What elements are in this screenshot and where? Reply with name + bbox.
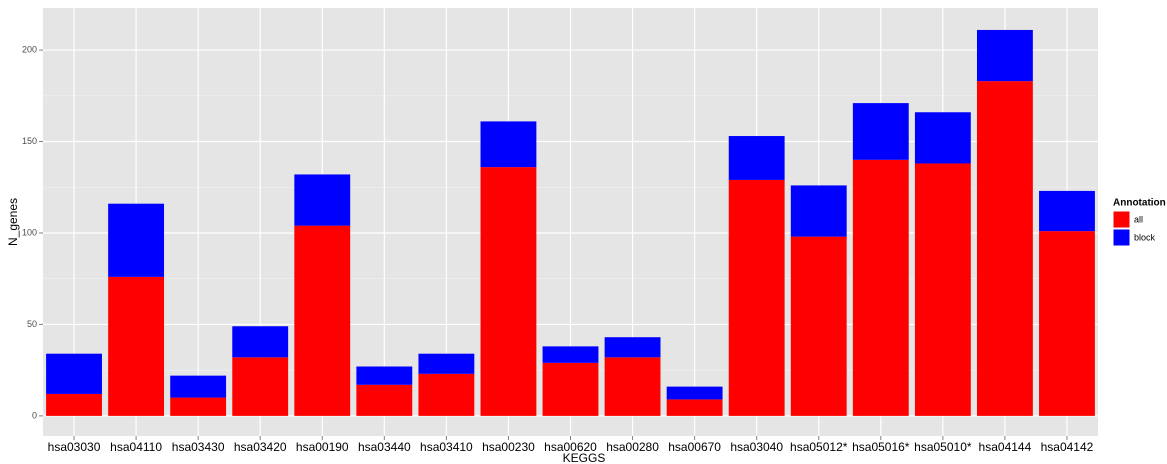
bar-segment [418, 353, 475, 374]
y-tick-label: 0 [32, 410, 37, 420]
bars [46, 29, 1095, 416]
legend-label: block [1134, 232, 1156, 242]
y-axis-label: N_genes [6, 198, 20, 246]
bar-segment [170, 397, 227, 416]
bar-segment [294, 225, 351, 416]
y-tick-label: 200 [22, 44, 37, 54]
bar-segment [46, 393, 102, 416]
bar-segment [356, 384, 413, 416]
legend-label: all [1134, 214, 1143, 224]
bar-segment [604, 337, 661, 358]
bar-segment [108, 276, 165, 416]
bar-segment [914, 112, 971, 164]
x-tick-label: hsa03430 [172, 440, 225, 454]
legend-key [1112, 210, 1131, 229]
x-tick-label: hsa03410 [420, 440, 473, 454]
y-tick-label: 50 [27, 319, 37, 329]
bar-segment [728, 136, 785, 180]
bar-segment [666, 399, 723, 416]
bar-segment [480, 121, 537, 168]
bar-segment [480, 167, 537, 416]
bar-segment [852, 103, 909, 160]
bar-segment [294, 174, 351, 226]
x-tick-label: hsa05016* [852, 440, 910, 454]
x-tick-label: hsa03040 [730, 440, 783, 454]
bar-segment [418, 373, 475, 416]
bar-segment [542, 346, 599, 363]
bar-segment [108, 203, 165, 277]
x-tick-label: hsa03420 [234, 440, 287, 454]
bar-segment [1039, 190, 1095, 232]
x-tick-label: hsa04142 [1041, 440, 1094, 454]
x-tick-label: hsa05012* [790, 440, 848, 454]
bar-segment [976, 29, 1033, 82]
bar-segment [46, 353, 102, 394]
bar-segment [232, 357, 289, 416]
x-tick-label: hsa04110 [110, 440, 162, 454]
bar-segment [790, 236, 847, 416]
bar-segment [1039, 231, 1095, 416]
bar-segment [170, 375, 227, 398]
bar-segment [542, 362, 599, 416]
x-tick-label: hsa05010* [914, 440, 972, 454]
bar-segment [728, 179, 785, 416]
x-tick-label: hsa00620 [544, 440, 597, 454]
y-tick-label: 100 [22, 227, 37, 237]
legend-title: Annotation [1113, 198, 1166, 209]
x-axis-label: KEGGS [563, 451, 606, 464]
legend-key [1112, 228, 1131, 247]
x-tick-label: hsa03030 [48, 440, 101, 454]
y-tick-label: 150 [22, 136, 37, 146]
bar-segment [666, 386, 723, 400]
x-tick-label: hsa03440 [358, 440, 411, 454]
x-tick-label: hsa00670 [668, 440, 721, 454]
bar-segment [790, 185, 847, 237]
bar-segment [914, 163, 971, 416]
x-tick-label: hsa00230 [482, 440, 535, 454]
bar-segment [356, 366, 413, 385]
bar-segment [604, 357, 661, 416]
x-tick-label: hsa00190 [296, 440, 349, 454]
bar-segment [852, 159, 909, 416]
x-tick-label: hsa04144 [979, 440, 1032, 454]
bar-segment [232, 326, 289, 358]
bar-segment [976, 81, 1033, 416]
x-tick-label: hsa00280 [606, 440, 659, 454]
